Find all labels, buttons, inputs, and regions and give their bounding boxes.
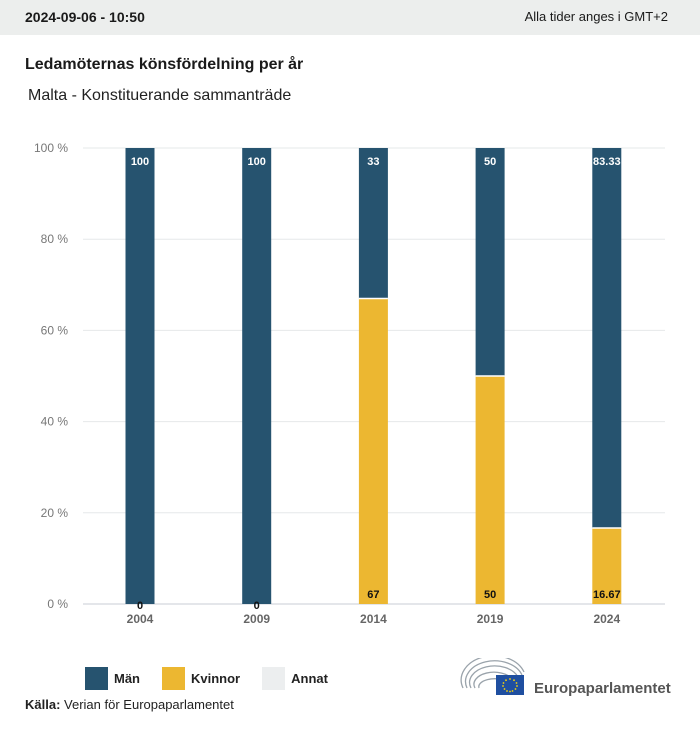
bars — [125, 148, 622, 604]
legend-label: Annat — [291, 670, 328, 686]
europarl-logo: Europaparlamentet — [460, 658, 680, 698]
data-label-kvinnor: 16.67 — [593, 589, 621, 601]
source-note: Källa: Verian för Europaparlamentet — [25, 697, 234, 712]
data-label-kvinnor: 0 — [254, 600, 260, 612]
bar-män-2019 — [475, 148, 505, 376]
data-label-kvinnor: 67 — [367, 589, 379, 601]
chart-title: Ledamöternas könsfördelning per år — [25, 56, 304, 73]
timestamp: 2024-09-06 - 10:50 — [25, 9, 145, 25]
legend-swatch-man — [85, 666, 108, 690]
legend-item-kvinnor[interactable]: Kvinnor — [162, 666, 241, 690]
x-tick-label: 2004 — [127, 612, 154, 626]
bar-män-2024 — [592, 148, 622, 528]
y-tick-label: 20 % — [41, 506, 69, 520]
source-label: Källa: — [25, 697, 61, 712]
y-tick-label: 100 % — [34, 141, 68, 155]
data-label-man: 83.33 — [593, 156, 621, 168]
chart-subtitle: Malta - Konstituerande sammanträde — [28, 87, 292, 104]
legend-item-man[interactable]: Män — [85, 666, 140, 690]
y-tick-label: 60 % — [41, 323, 69, 337]
legend: Män Kvinnor Annat — [85, 665, 350, 691]
data-label-kvinnor: 0 — [137, 600, 143, 612]
logo-text: Europaparlamentet — [534, 680, 671, 697]
y-tick-label: 40 % — [41, 415, 69, 429]
data-label-man: 100 — [248, 156, 266, 168]
x-tick-label: 2009 — [243, 612, 270, 626]
data-label-man: 100 — [131, 156, 149, 168]
timezone-note: Alla tider anges i GMT+2 — [524, 9, 668, 24]
bar-män-2004 — [125, 148, 155, 604]
x-axis-ticks: 2004 2009 2014 2019 2024 — [127, 612, 621, 626]
legend-swatch-annat — [262, 666, 286, 690]
data-label-man: 33 — [367, 156, 379, 168]
x-tick-label: 2014 — [360, 612, 387, 626]
bar-män-2014 — [358, 148, 388, 299]
y-tick-label: 80 % — [41, 232, 69, 246]
legend-label: Män — [114, 670, 140, 686]
legend-item-annat[interactable]: Annat — [262, 666, 328, 690]
source-text: Verian för Europaparlamentet — [64, 697, 234, 712]
legend-label: Kvinnor — [191, 670, 241, 686]
bar-män-2009 — [242, 148, 272, 604]
y-axis-ticks: 0 % 20 % 40 % 60 % 80 % 100 % — [34, 141, 68, 611]
bar-kvinnor-2019 — [475, 376, 505, 604]
data-label-kvinnor: 50 — [484, 589, 496, 601]
bar-kvinnor-2024 — [592, 527, 622, 604]
top-bar: 2024-09-06 - 10:50 Alla tider anges i GM… — [0, 0, 700, 35]
hemicycle-icon — [460, 658, 525, 695]
data-label-man: 50 — [484, 156, 496, 168]
data-labels: 0 100 0 100 67 33 50 50 16.67 83.33 — [131, 156, 621, 612]
bar-kvinnor-2014 — [358, 298, 388, 604]
x-tick-label: 2024 — [593, 612, 620, 626]
stacked-bar-chart: 0 % 20 % 40 % 60 % 80 % 100 % 2004 2009 2014 201… — [34, 141, 665, 626]
legend-swatch-kvinnor — [162, 666, 185, 690]
x-tick-label: 2019 — [477, 612, 504, 626]
y-tick-label: 0 % — [47, 597, 68, 611]
